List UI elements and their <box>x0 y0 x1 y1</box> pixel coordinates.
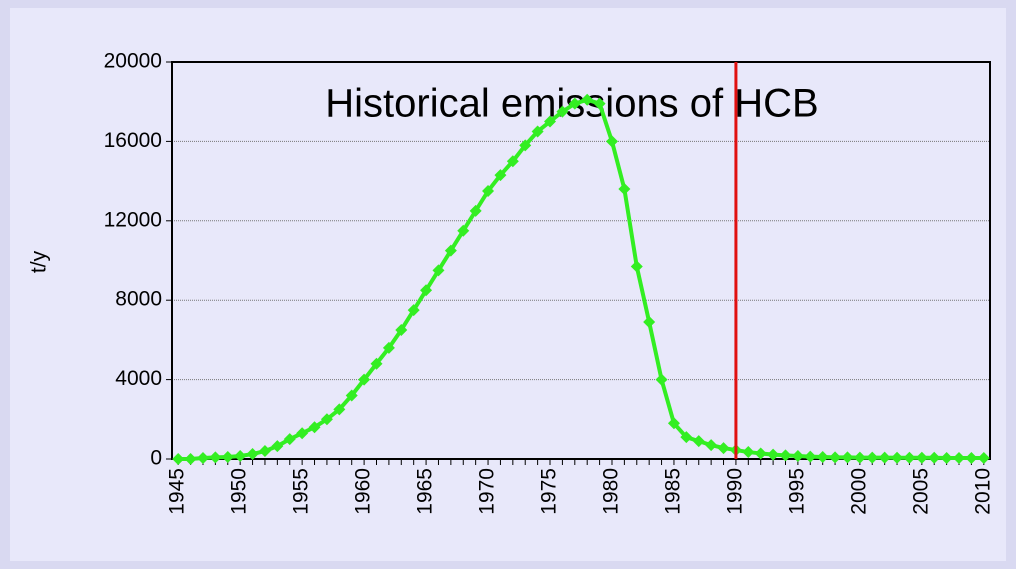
marker <box>878 451 891 464</box>
x-tick-label: 1950 <box>228 468 251 515</box>
marker <box>283 433 296 446</box>
marker <box>494 169 507 182</box>
marker <box>296 427 309 440</box>
marker <box>742 446 755 459</box>
x-tick-label: 1990 <box>723 468 746 515</box>
marker <box>482 185 495 198</box>
marker <box>172 453 185 465</box>
marker <box>915 451 928 464</box>
x-tick-label: 1960 <box>352 468 375 515</box>
marker <box>271 440 284 453</box>
marker <box>221 451 234 464</box>
marker <box>767 448 780 461</box>
x-tick-label: 1970 <box>476 468 499 515</box>
marker <box>444 244 457 257</box>
marker <box>544 115 557 128</box>
marker <box>965 452 978 465</box>
marker <box>605 135 618 148</box>
marker <box>841 451 854 464</box>
x-tick-label: 1980 <box>600 468 623 515</box>
x-tick-label: 2000 <box>847 468 870 515</box>
marker <box>754 447 767 460</box>
marker <box>891 451 904 464</box>
marker <box>940 452 953 465</box>
marker <box>432 264 445 277</box>
marker <box>643 316 656 329</box>
marker <box>866 451 879 464</box>
marker <box>519 139 532 152</box>
marker <box>358 373 371 386</box>
y-tick-label: 4000 <box>115 367 162 390</box>
y-tick-label: 12000 <box>104 208 162 231</box>
marker <box>457 224 470 237</box>
marker <box>804 450 817 463</box>
marker <box>853 451 866 464</box>
marker <box>953 452 966 465</box>
x-tick-label: 1965 <box>414 468 437 515</box>
x-tick-label: 1945 <box>166 468 189 515</box>
y-tick-label: 8000 <box>115 288 162 311</box>
marker <box>395 323 408 336</box>
plot-border <box>171 61 991 460</box>
marker <box>705 439 718 452</box>
marker <box>320 413 333 426</box>
marker <box>420 284 433 297</box>
marker <box>717 442 730 455</box>
marker <box>184 453 197 465</box>
marker <box>667 417 680 430</box>
x-tick-label: 1955 <box>290 468 313 515</box>
marker <box>407 304 420 317</box>
marker <box>196 452 209 465</box>
marker <box>829 451 842 464</box>
marker <box>209 451 222 464</box>
y-tick-label: 0 <box>150 447 162 470</box>
marker <box>593 97 606 110</box>
marker <box>469 204 482 217</box>
marker <box>791 450 804 463</box>
marker <box>977 452 990 465</box>
y-tick-label: 16000 <box>104 129 162 152</box>
marker <box>308 421 321 434</box>
y-axis-label: t/y <box>28 250 51 273</box>
x-tick-label: 1975 <box>538 468 561 515</box>
marker <box>618 183 631 196</box>
marker <box>655 373 668 386</box>
x-tick-label: 2010 <box>971 468 994 515</box>
marker <box>680 431 693 444</box>
marker <box>779 449 792 462</box>
marker <box>531 125 544 138</box>
marker <box>345 389 358 402</box>
marker <box>382 341 395 354</box>
chart-panel <box>10 8 1006 561</box>
marker <box>556 105 569 118</box>
marker <box>581 93 594 106</box>
marker <box>333 403 346 416</box>
marker <box>234 450 247 463</box>
marker <box>903 451 916 464</box>
x-tick-label: 2005 <box>909 468 932 515</box>
marker <box>258 445 271 458</box>
marker <box>692 435 705 448</box>
marker <box>246 448 259 461</box>
x-tick-label: 1995 <box>785 468 808 515</box>
marker <box>630 260 643 273</box>
marker <box>370 357 383 370</box>
x-tick-label: 1985 <box>662 468 685 515</box>
marker <box>506 155 519 168</box>
marker <box>928 451 941 464</box>
marker <box>568 97 581 110</box>
marker <box>816 451 829 464</box>
y-tick-label: 20000 <box>104 50 162 73</box>
